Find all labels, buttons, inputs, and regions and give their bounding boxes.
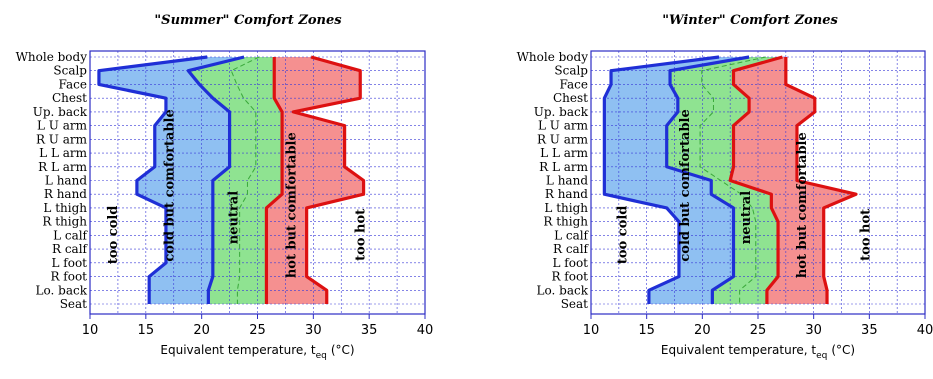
zone-label-hot-but-comfortable: hot but comfortable — [795, 132, 810, 278]
body-part-label: R U arm — [537, 132, 589, 146]
x-tick-label: 15 — [638, 323, 655, 338]
chart-panel-winter: "Winter" Comfort Zones Whole bodyScalpFac… — [517, 13, 933, 361]
zone-label-cold-but-comfortable: cold but comfortable — [678, 109, 693, 261]
neutral-center-line — [699, 56, 766, 304]
body-part-label: R thigh — [42, 215, 87, 229]
boundary-line-1 — [602, 55, 720, 304]
body-part-label: R calf — [553, 242, 590, 256]
body-part-label: R foot — [50, 270, 87, 284]
boundary-line-4 — [784, 57, 858, 304]
body-part-label: Scalp — [554, 64, 588, 78]
zone-hot-comfortable-fill — [730, 57, 856, 304]
body-part-label: L foot — [52, 256, 88, 270]
body-part-label: L thigh — [544, 201, 588, 215]
zone-label-hot-but-comfortable: hot but comfortable — [284, 132, 299, 278]
body-part-label: R hand — [545, 187, 588, 201]
body-part-label: L hand — [546, 174, 588, 188]
body-part-label: Chest — [553, 91, 588, 105]
boundary-line-3 — [728, 55, 783, 304]
body-part-label: L hand — [45, 174, 87, 188]
neutral-center-line — [230, 56, 260, 304]
x-axis-title-unit: (°C) — [831, 343, 855, 357]
x-axis-title-subscript: eq — [316, 351, 327, 361]
body-part-label: Whole body — [517, 50, 589, 64]
body-part-label: Up. back — [33, 105, 88, 119]
x-tick-label: 20 — [694, 323, 711, 338]
body-part-label: Face — [560, 77, 589, 91]
x-tick-label: 10 — [82, 323, 99, 338]
boundary-line-1 — [97, 55, 208, 304]
x-axis-title: Equivalent temperature, teq (°C) — [160, 343, 354, 361]
body-part-label: Lo. back — [537, 283, 589, 297]
zone-label-neutral: neutral — [226, 191, 241, 244]
body-part-label: R L arm — [38, 160, 88, 174]
body-part-label: L L arm — [540, 146, 588, 160]
body-part-label: Scalp — [53, 64, 87, 78]
boundary-line-3 — [264, 57, 284, 304]
body-part-label: L U arm — [37, 119, 88, 133]
x-tick-label: 30 — [805, 323, 822, 338]
body-part-label: L calf — [554, 228, 589, 242]
body-part-label: L thigh — [43, 201, 87, 215]
chart-title: "Winter" Comfort Zones — [662, 13, 838, 28]
body-part-label: Whole body — [16, 50, 88, 64]
x-tick-label: 30 — [305, 323, 322, 338]
chart-title: "Summer" Comfort Zones — [154, 13, 342, 28]
body-part-label: Seat — [60, 297, 87, 311]
x-axis-title-unit: (°C) — [331, 343, 355, 357]
x-tick-label: 25 — [750, 323, 767, 338]
zone-label-neutral: neutral — [739, 191, 754, 244]
body-part-label: R L arm — [539, 160, 589, 174]
zone-label-cold-but-comfortable: cold but comfortable — [163, 109, 178, 261]
x-axis-title: Equivalent temperature, teq (°C) — [661, 343, 855, 361]
boundary-line-2 — [665, 55, 750, 304]
body-part-label: L calf — [53, 228, 88, 242]
x-tick-label: 35 — [861, 323, 878, 338]
x-tick-label: 35 — [361, 323, 378, 338]
x-tick-label: 20 — [193, 323, 210, 338]
body-part-label: Seat — [561, 297, 588, 311]
zone-label-too-hot: too hot — [858, 209, 873, 261]
body-part-label: R hand — [44, 187, 87, 201]
boundary-line-4 — [291, 55, 366, 304]
chart-panel-summer: "Summer" Comfort Zones Whole bodyScalpFac… — [16, 13, 434, 361]
x-tick-label: 40 — [917, 323, 933, 338]
body-part-label: Face — [59, 77, 88, 91]
zone-label-too-cold: too cold — [106, 206, 121, 265]
body-part-label: L U arm — [538, 119, 589, 133]
x-axis-title-main: Equivalent temperature, t — [661, 343, 816, 357]
x-tick-label: 10 — [583, 323, 600, 338]
body-part-label: R foot — [551, 270, 588, 284]
x-tick-label: 15 — [138, 323, 155, 338]
body-part-label: L L arm — [39, 146, 87, 160]
body-part-label: R thigh — [543, 215, 588, 229]
body-part-label: Chest — [52, 91, 87, 105]
zone-label-too-hot: too hot — [354, 209, 369, 261]
body-part-label: R calf — [52, 242, 89, 256]
x-axis-title-subscript: eq — [816, 351, 827, 361]
body-part-label: Lo. back — [36, 283, 88, 297]
zone-label-too-cold: too cold — [616, 206, 631, 265]
x-tick-label: 40 — [417, 323, 434, 338]
x-axis-title-main: Equivalent temperature, t — [160, 343, 315, 357]
body-part-label: L foot — [553, 256, 589, 270]
body-part-label: Up. back — [534, 105, 589, 119]
body-part-label: R U arm — [36, 132, 88, 146]
x-tick-label: 25 — [249, 323, 266, 338]
boundary-line-2 — [186, 55, 245, 304]
